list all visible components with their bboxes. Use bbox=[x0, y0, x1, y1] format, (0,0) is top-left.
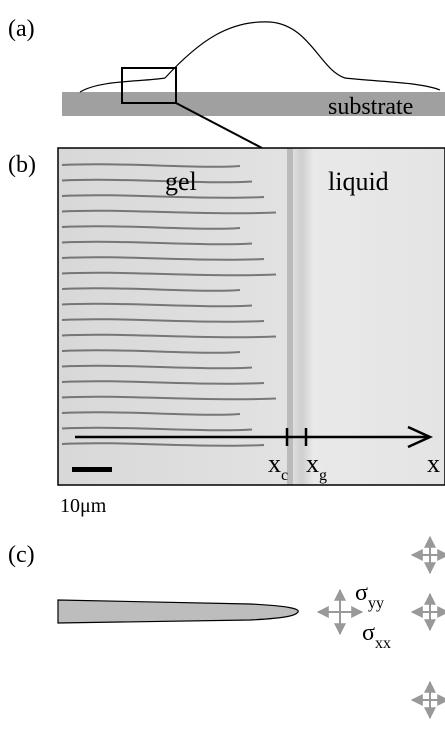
micrograph-frame bbox=[57, 147, 445, 486]
streak bbox=[61, 163, 241, 168]
scale-bar bbox=[72, 467, 112, 472]
streak bbox=[61, 395, 277, 401]
sigma-xx: σxx bbox=[362, 620, 391, 652]
streak bbox=[61, 318, 265, 323]
substrate-label: substrate bbox=[328, 94, 413, 120]
gel-label: gel bbox=[165, 167, 197, 196]
stress-crosses bbox=[316, 535, 445, 720]
streak bbox=[61, 349, 241, 354]
streak bbox=[61, 240, 253, 246]
streak bbox=[61, 209, 277, 215]
zoom-line bbox=[175, 102, 263, 149]
scale-label: 10μm bbox=[60, 495, 107, 517]
streak bbox=[61, 380, 265, 385]
streak bbox=[61, 194, 265, 199]
streak bbox=[61, 302, 253, 308]
crack bbox=[57, 599, 299, 624]
streak bbox=[61, 256, 265, 261]
x-axis-label: x bbox=[427, 449, 440, 478]
micrograph bbox=[58, 148, 445, 485]
streak bbox=[61, 426, 253, 432]
liquid-label: liquid bbox=[328, 167, 389, 196]
panel-label: (c) bbox=[8, 542, 35, 568]
streak bbox=[61, 442, 265, 447]
streak bbox=[61, 333, 277, 339]
xg-label: xg bbox=[306, 449, 327, 484]
panel-label: (a) bbox=[8, 16, 35, 42]
streak bbox=[61, 225, 241, 230]
streak bbox=[61, 287, 241, 292]
panel-label: (b) bbox=[8, 152, 36, 178]
sigma-yy: σyy bbox=[355, 580, 384, 612]
xc-label: xc bbox=[268, 449, 288, 484]
streak bbox=[61, 271, 277, 277]
streak bbox=[61, 178, 253, 184]
droplet-outline bbox=[79, 21, 441, 93]
arrow-head bbox=[407, 425, 434, 449]
streak bbox=[61, 411, 241, 416]
zoom-box bbox=[121, 67, 177, 104]
streak bbox=[61, 364, 253, 370]
